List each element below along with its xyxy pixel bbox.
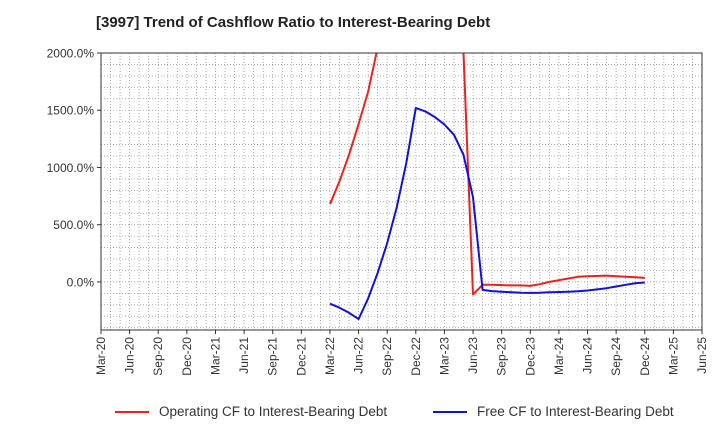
plot-area-border <box>100 52 703 331</box>
x-axis-ticks: Mar-20 Jun-20 Sep-20 Dec-20 Mar-21 Jun-21 Sep-… <box>94 330 709 376</box>
legend-item-operating-cf: Operating CF to Interest-Bearing Debt <box>115 404 387 419</box>
horizontal-gridlines <box>101 64 702 329</box>
x-tick-label: Mar-21 <box>208 337 222 375</box>
x-tick-label: Jun-20 <box>123 337 137 374</box>
x-tick-label: Dec-22 <box>409 337 423 376</box>
x-tick-label: Sep-22 <box>380 337 394 376</box>
x-tick-label: Mar-25 <box>666 337 680 375</box>
y-axis-ticks: 0.0% 500.0% 1000.0% 1500.0% 2000.0% <box>47 47 101 289</box>
series-layer <box>329 53 645 321</box>
legend-swatch-blue <box>433 410 467 413</box>
x-tick-label: Sep-20 <box>151 337 165 376</box>
series-line-operating-cf <box>329 53 645 296</box>
x-tick-label: Sep-23 <box>495 337 509 376</box>
x-tick-label: Sep-24 <box>609 337 623 376</box>
x-tick-label: Mar-23 <box>437 337 451 375</box>
x-tick-label: Jun-21 <box>237 337 251 374</box>
vertical-gridlines <box>110 53 693 330</box>
x-tick-label: Dec-23 <box>523 337 537 376</box>
x-tick-label: Jun-22 <box>352 337 366 374</box>
legend-swatch-red <box>115 410 149 413</box>
y-tick-label: 0.0% <box>67 275 95 289</box>
x-tick-label: Jun-24 <box>581 337 595 374</box>
x-tick-label: Jun-25 <box>695 337 709 374</box>
x-tick-label: Sep-21 <box>266 337 280 376</box>
x-tick-label: Jun-23 <box>466 337 480 374</box>
chart-title: [3997] Trend of Cashflow Ratio to Intere… <box>96 14 491 31</box>
y-tick-label: 500.0% <box>53 218 94 232</box>
x-tick-label: Mar-24 <box>552 337 566 375</box>
legend-label-free-cf: Free CF to Interest-Bearing Debt <box>477 404 674 419</box>
legend-item-free-cf: Free CF to Interest-Bearing Debt <box>433 404 674 419</box>
x-tick-label: Mar-22 <box>323 337 337 375</box>
x-tick-label: Dec-21 <box>294 337 308 376</box>
x-tick-label: Mar-20 <box>94 337 108 375</box>
y-tick-label: 1500.0% <box>47 104 95 118</box>
x-tick-label: Dec-20 <box>180 337 194 376</box>
y-tick-label: 1000.0% <box>47 161 95 175</box>
legend-label-operating-cf: Operating CF to Interest-Bearing Debt <box>159 404 388 419</box>
x-tick-label: Dec-24 <box>638 337 652 376</box>
y-tick-label: 2000.0% <box>47 47 95 61</box>
series-line-free-cf <box>329 106 645 321</box>
